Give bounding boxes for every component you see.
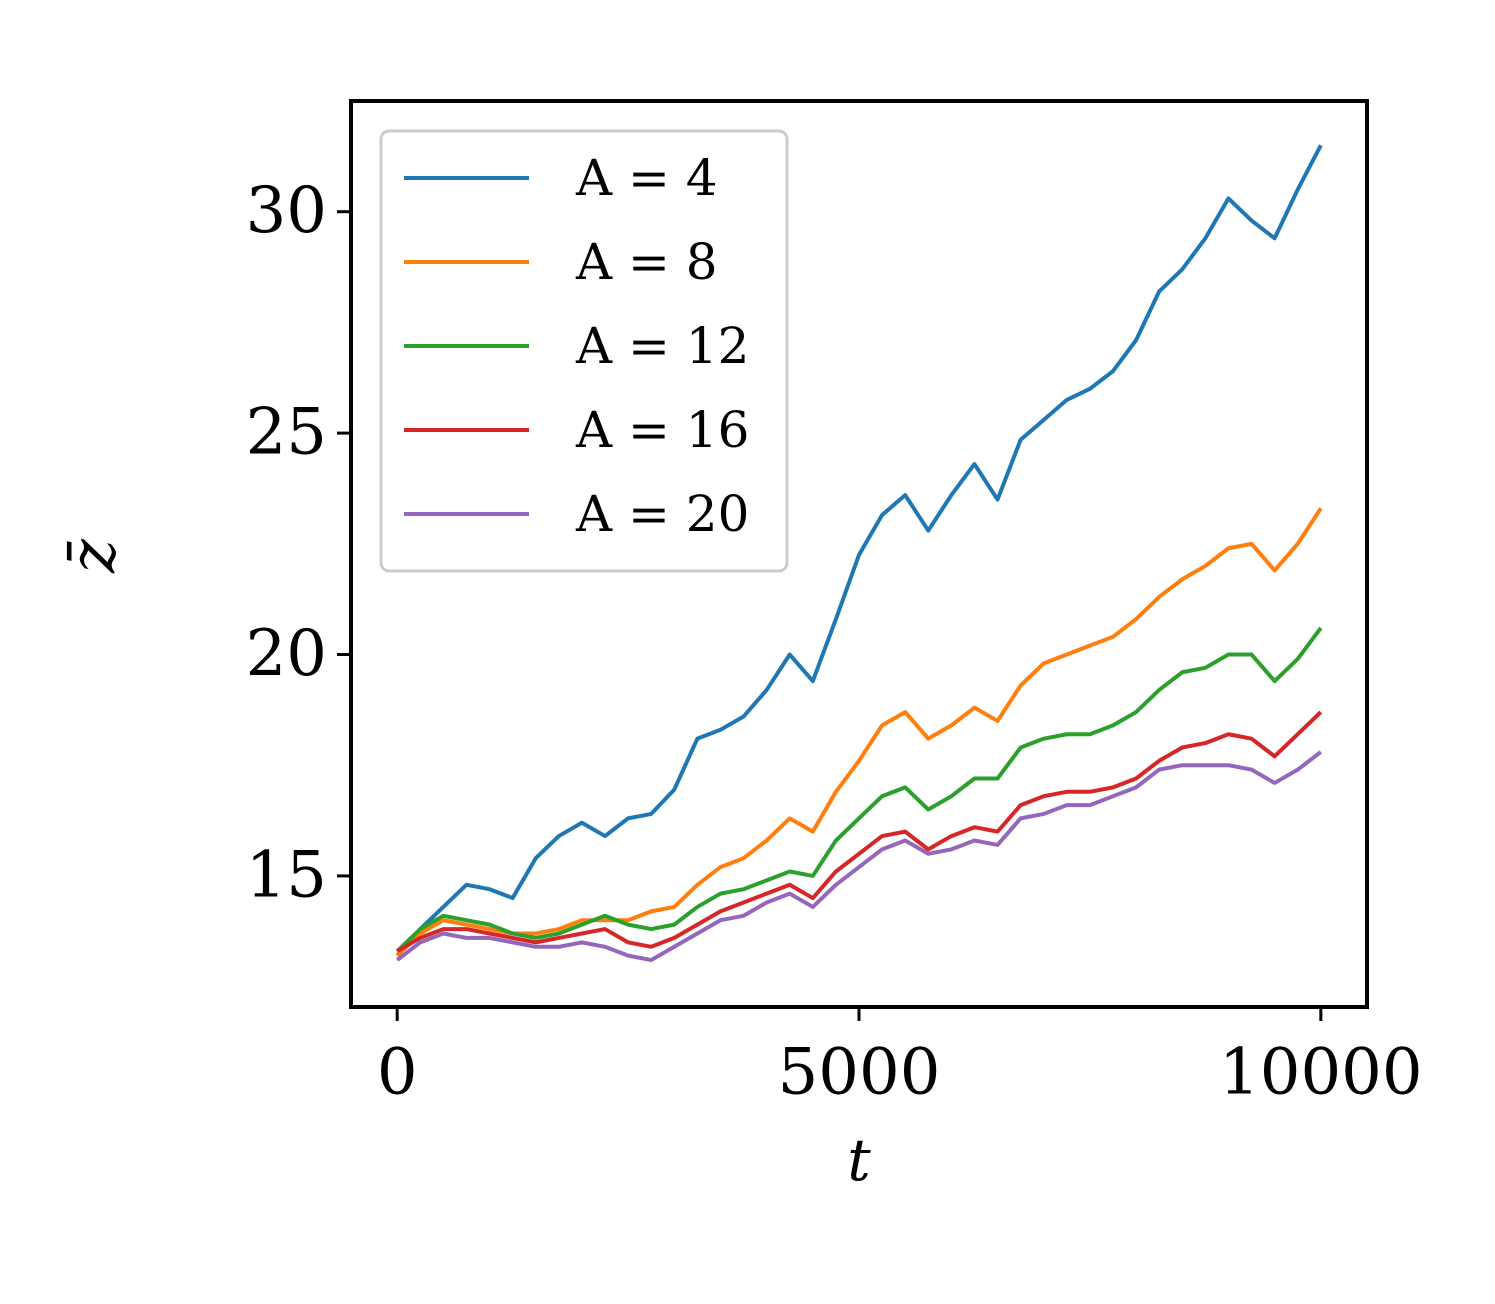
x-tick-label: 5000	[778, 1036, 941, 1110]
legend-label: A = 16	[575, 401, 749, 459]
y-axis-label: z̄	[57, 538, 131, 574]
y-tick-label: 30	[246, 174, 327, 248]
legend-box	[379, 129, 789, 573]
legend-label: A = 20	[575, 485, 749, 543]
legend-label: A = 12	[575, 317, 749, 375]
legend-label: A = 4	[575, 149, 718, 207]
y-tick-label: 20	[246, 617, 327, 691]
legend-label: A = 8	[575, 233, 718, 291]
x-tick-label: 10000	[1219, 1036, 1423, 1110]
x-tick-label: 0	[377, 1036, 418, 1110]
x-axis-label: t	[847, 1126, 871, 1194]
series-line	[395, 626, 1323, 953]
series-line	[395, 144, 1323, 957]
series-line	[395, 750, 1323, 963]
y-tick-label: 25	[246, 396, 327, 470]
series-line	[395, 507, 1323, 958]
y-tick-label: 15	[246, 838, 327, 912]
series-line	[396, 710, 1323, 953]
plot-frame	[349, 99, 1369, 1009]
